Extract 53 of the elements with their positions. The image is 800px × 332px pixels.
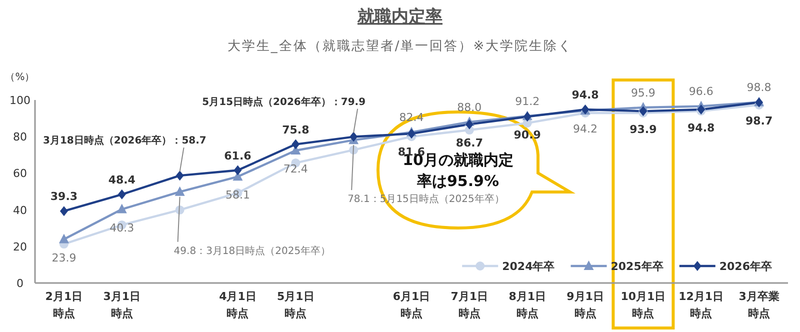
point xyxy=(118,189,126,200)
data-label: 95.9 xyxy=(630,86,656,100)
y-tick-label: 60 xyxy=(13,167,27,180)
x-tick-label: 5月1日時点 xyxy=(277,290,314,320)
x-tick-label: 3月卒業時点 xyxy=(738,290,780,320)
data-label: 91.2 xyxy=(515,95,540,108)
data-label: 93.9 xyxy=(630,123,657,136)
point xyxy=(350,132,358,142)
legend-label: 2026年卒 xyxy=(719,260,772,273)
chart-title: 就職内定率 xyxy=(356,7,442,27)
x-tick-label: 6月1日時点 xyxy=(392,290,430,320)
x-tick-label: 7月1日時点 xyxy=(450,290,488,320)
point xyxy=(116,204,127,214)
data-label: 48.4 xyxy=(108,173,136,186)
data-label: 75.8 xyxy=(282,123,310,136)
x-tick-label: 10月1日時点 xyxy=(620,290,666,320)
x-tick-label: 8月1日時点 xyxy=(508,290,546,320)
legend-label: 2024年卒 xyxy=(502,260,555,273)
y-tick-label: 0 xyxy=(16,277,24,290)
data-label: 98.8 xyxy=(746,81,772,94)
y-tick-label: 80 xyxy=(13,130,27,144)
point xyxy=(176,170,184,181)
data-label: 88.0 xyxy=(457,100,482,114)
point xyxy=(234,165,242,176)
data-label: 39.3 xyxy=(50,190,78,204)
data-label: 94.8 xyxy=(688,122,715,135)
chart-subtitle: 大学生_全体（就職志望者/単一回答）※大学院生除く xyxy=(227,39,573,54)
point xyxy=(60,206,68,216)
data-label: 49.8：3月18日時点（2025年卒） xyxy=(174,244,331,257)
data-label: 61.6 xyxy=(224,149,252,162)
point xyxy=(292,139,300,150)
point xyxy=(174,186,185,196)
data-label: 98.7 xyxy=(745,114,773,128)
y-axis-title: （%） xyxy=(5,72,35,83)
y-tick-label: 20 xyxy=(13,240,27,254)
data-label: 72.4 xyxy=(283,162,308,176)
data-label: 3月18日時点（2026年卒）：58.7 xyxy=(43,134,206,147)
x-tick-label: 2月1日時点 xyxy=(45,290,83,320)
y-tick-label: 40 xyxy=(13,204,27,217)
x-tick-label: 4月1日時点 xyxy=(219,290,256,320)
data-label: 5月15日時点（2026年卒）：79.9 xyxy=(202,96,366,108)
point xyxy=(639,106,648,116)
x-tick-label: 9月1日時点 xyxy=(566,290,604,320)
x-tick-label: 12月1日時点 xyxy=(678,290,724,320)
data-label: 94.8 xyxy=(572,88,599,102)
data-label: 40.3 xyxy=(110,221,134,234)
data-label: 94.2 xyxy=(573,122,598,136)
y-tick-label: 100 xyxy=(10,94,30,107)
data-label: 58.1 xyxy=(225,188,250,202)
point xyxy=(58,234,69,244)
data-label: 96.6 xyxy=(688,85,714,98)
data-label: 23.9 xyxy=(52,251,76,264)
x-tick-label: 3月1日時点 xyxy=(103,290,141,320)
